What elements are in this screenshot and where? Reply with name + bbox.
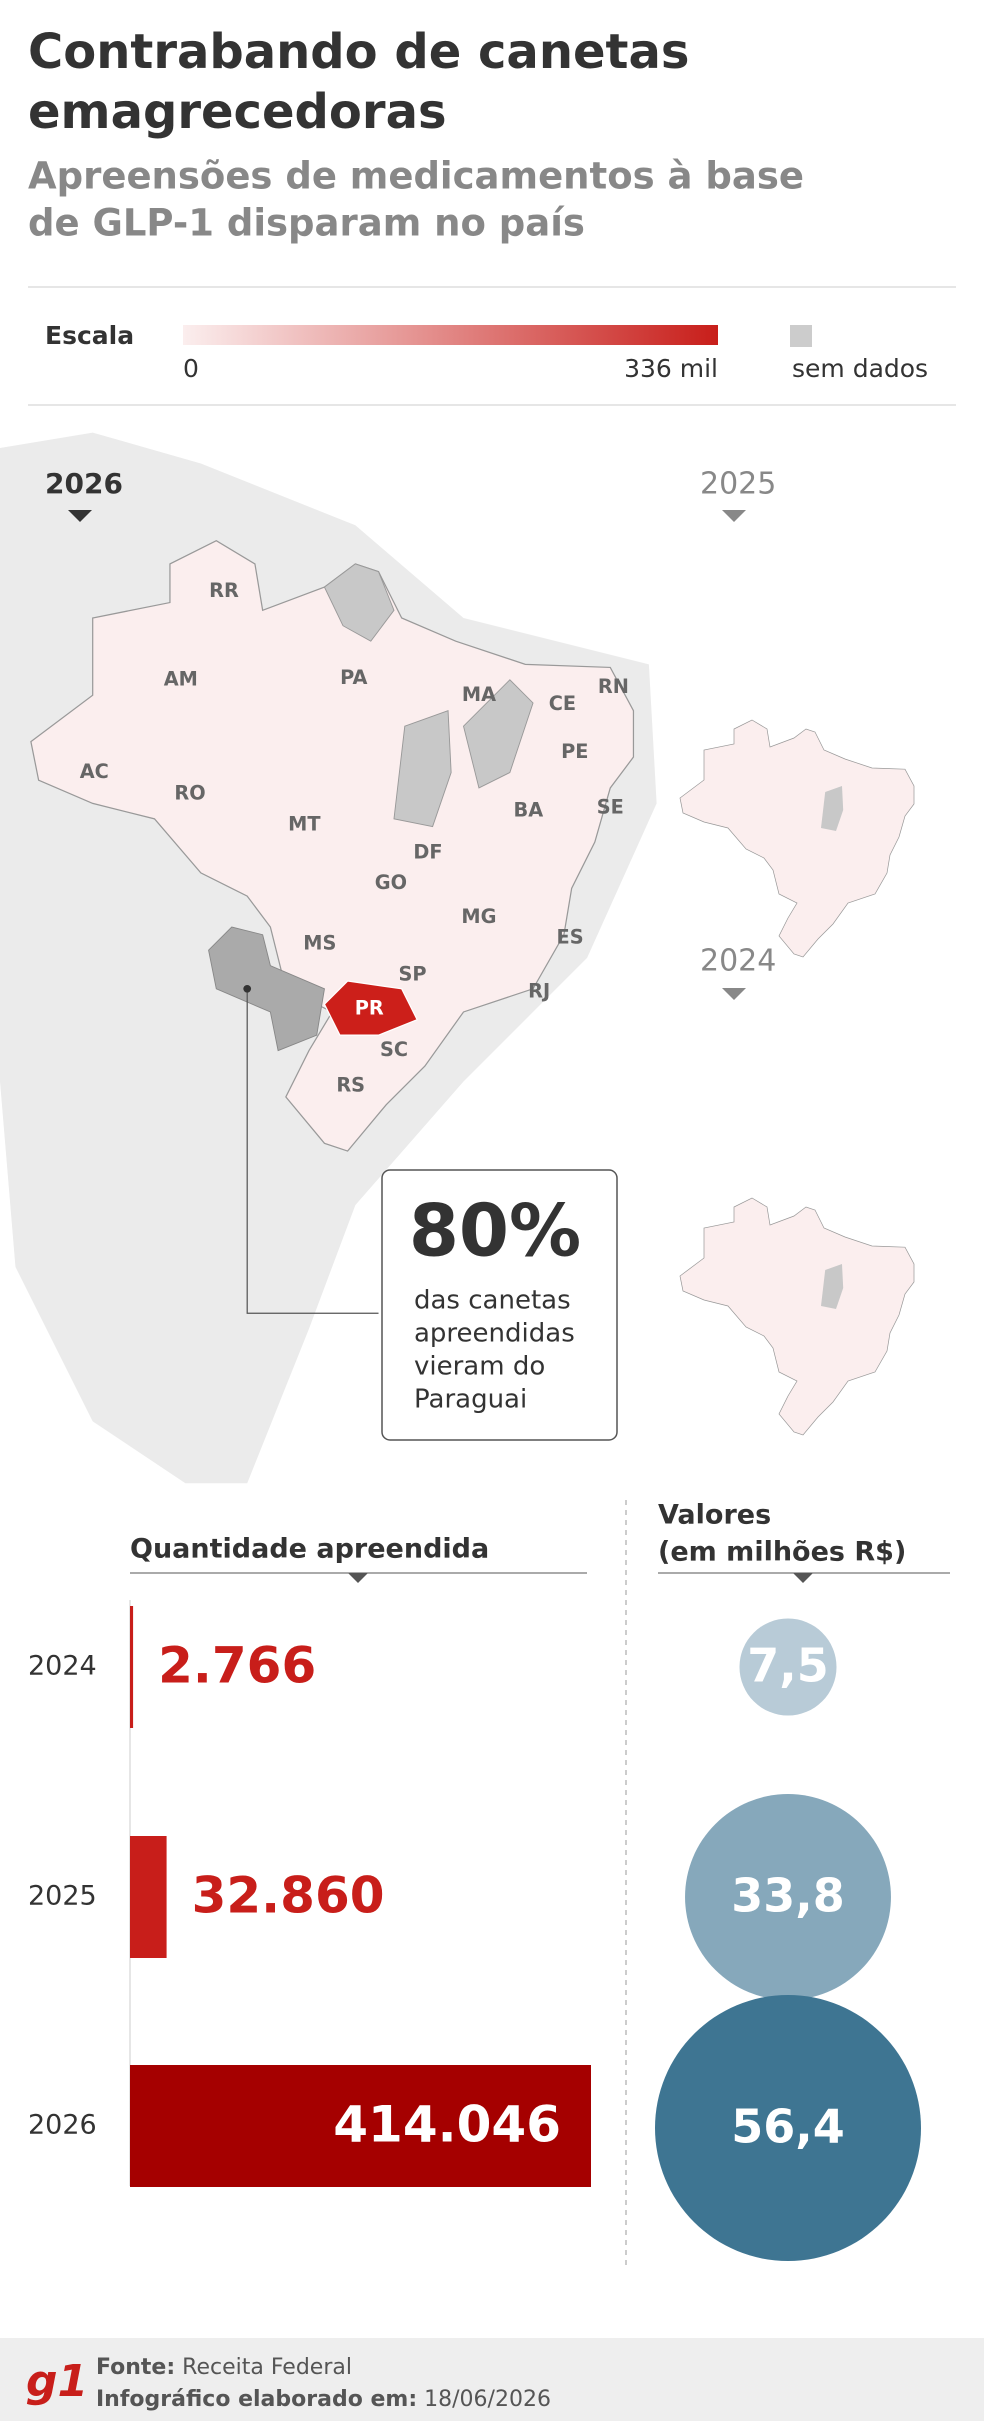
scale-gradient [183,325,718,345]
small-map [679,719,915,958]
state-label: MG [461,905,496,928]
value-label: 56,4 [731,2100,845,2154]
bubble [655,1995,921,2261]
chart-title: Quantidade apreendida [130,1534,489,1565]
no-data-swatch [790,325,812,347]
value-label: 7,5 [747,1639,829,1693]
bubble [685,1794,891,2000]
scale-max: 336 mil [624,354,718,383]
arrow [722,988,746,1000]
footer-date: Infográfico elaborado em: 18/06/2026 [96,2387,551,2412]
logo: g1 [26,2356,88,2407]
state-label: CE [549,692,576,715]
state-label: RS [336,1074,365,1097]
callout-text: das canetas [414,1286,571,1316]
map-year: 2025 [700,467,776,502]
bar [130,1836,167,1958]
state-label: ES [557,925,584,948]
bubble [739,1618,837,1716]
state-label: MA [462,683,496,706]
category-label: 2024 [28,1651,97,1682]
callout-text: apreendidas [414,1319,575,1349]
state-label: RO [174,782,205,805]
value-label: 414.046 [333,2096,561,2154]
state-label: RN [598,675,629,698]
state-label: AC [80,760,109,783]
main-map: RR AM PA MA CE RN PE AC RO MT BA SE DF GO MG ES MS SP RJ PR… [30,539,635,1314]
footer-source: Fonte: Receita Federal [96,2355,352,2380]
arrow [793,1573,813,1583]
state-label: BA [514,799,544,822]
state-label: MS [303,931,336,954]
state-label: SC [380,1038,408,1061]
state-label: MT [288,813,321,836]
footer-band [0,2338,984,2421]
subtitle-line: Apreensões de medicamentos à base [28,155,804,198]
chart-subtitle: (em milhões R$) [658,1537,906,1568]
footer-value: Receita Federal [182,2355,352,2380]
callout-headline: 80% [409,1189,581,1273]
footer-value: 18/06/2026 [424,2387,551,2412]
map-year: 2026 [45,467,123,500]
footer-label: Fonte: [96,2355,175,2380]
state-label: SP [398,962,426,985]
category-label: 2025 [28,1881,97,1912]
value-label: 33,8 [731,1869,845,1923]
state-label: PA [340,666,367,689]
state-label: PE [561,740,588,763]
scale-min: 0 [183,354,199,383]
state-label: SE [597,796,624,819]
small-map [679,1197,915,1436]
state-label: PR [355,996,384,1019]
chart-title: Valores [658,1500,771,1531]
callout-box [381,1169,618,1441]
callout-text: Paraguai [414,1385,527,1415]
state-label: RR [209,579,239,602]
value-label: 32.860 [192,1867,385,1925]
arrow [348,1573,368,1583]
bar [130,1606,134,1728]
title-line: Contrabando de canetas [28,24,689,80]
state-label: GO [375,871,407,894]
state-label: RJ [528,979,550,1002]
no-data-label: sem dados [792,354,928,383]
title-line: emagrecedoras [28,84,447,140]
category-label: 2026 [28,2110,97,2141]
value-label: 2.766 [158,1637,316,1695]
state-label: DF [413,840,442,863]
footer-label: Infográfico elaborado em: [96,2387,417,2412]
scale-label: Escala [45,321,134,350]
arrow [722,510,746,522]
subtitle-line: de GLP-1 disparam no país [28,202,585,245]
bar [130,2065,591,2187]
state-label: AM [164,667,198,690]
callout-text: vieram do [414,1352,545,1382]
map-year: 2024 [700,944,776,979]
arrow [68,510,92,522]
